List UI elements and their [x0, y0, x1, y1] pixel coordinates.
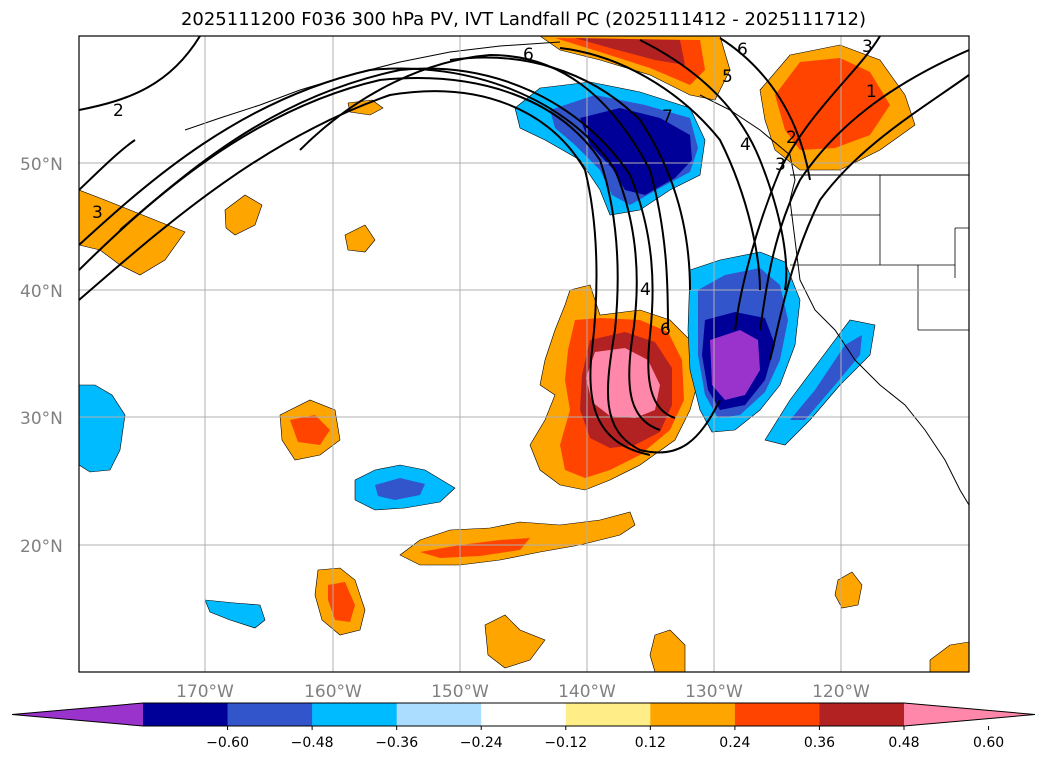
colorbar-segment [734, 703, 820, 726]
lat-label-50n: 50°N [20, 155, 63, 175]
contour-label-4: 4 [640, 280, 651, 300]
pv-positive-gulf-north-peak [575, 38, 685, 65]
ivt-contours [79, 36, 969, 456]
lon-label-120w: 120°W [812, 682, 870, 702]
contour-label-3-west: 3 [92, 203, 103, 223]
contour-label-6-mid: 6 [660, 320, 671, 340]
pv-negative-california-peak [710, 330, 760, 400]
pv-positive-subtropical-peak [586, 348, 660, 418]
pv-positive-south5 [929, 641, 969, 672]
pv-negative-south [204, 599, 266, 629]
colorbar-segment [312, 703, 398, 726]
colorbar-tick-label: −0.60 [206, 735, 249, 751]
lat-label-40n: 40°N [20, 282, 63, 302]
pv-negative-central-core [375, 478, 425, 500]
pv-positive-west-small1 [224, 194, 263, 236]
lon-label-170w: 170°W [176, 682, 234, 702]
colorbar-segment [565, 703, 651, 726]
colorbar-segment [143, 703, 229, 726]
pv-positive-south4 [834, 571, 863, 609]
colorbar-tick-label: −0.48 [291, 735, 334, 751]
state-borders [790, 175, 969, 331]
contour-label-3-coast: 3 [775, 155, 786, 175]
colorbar-tick-label: −0.24 [460, 735, 503, 751]
graticule [79, 36, 969, 672]
lon-label-160w: 160°W [304, 682, 362, 702]
map-title: 2025111200 F036 300 hPa PV, IVT Landfall… [180, 9, 867, 30]
contour-label-5: 5 [722, 67, 733, 87]
colorbar-tick-label: −0.12 [544, 735, 587, 751]
contour-label-2: 2 [113, 101, 124, 121]
colorbar-tick-label: 0.60 [973, 735, 1004, 751]
colorbar-segment [819, 703, 905, 726]
contour-label-4-north: 4 [740, 135, 751, 155]
pv-negative-gulf-core [580, 108, 692, 195]
colorbar-tick-label: 0.12 [635, 735, 666, 751]
pv-negative-baja-core [790, 335, 862, 420]
colorbar-extend-low [12, 703, 143, 726]
contour-label-7: 7 [662, 107, 673, 127]
colorbar-outline [11, 702, 1036, 727]
contour-label-6-north: 6 [523, 45, 534, 65]
colorbar: −0.60 −0.48 −0.36 −0.24 −0.12 0.12 0.24 0.36 0.4… [11, 702, 1036, 751]
pv-negative-west-coast [79, 384, 126, 473]
contour-label-2-bc: 2 [786, 128, 797, 148]
pv-positive-bc-core [775, 58, 890, 150]
pv-positive-south1-core [328, 582, 355, 622]
pv-positive-band-20n-core [420, 538, 530, 558]
contour-label-3-ne: 3 [862, 37, 873, 57]
pv-positive-west-small2 [344, 224, 376, 253]
pv-positive-south2 [484, 614, 546, 669]
lat-label-30n: 30°N [20, 409, 63, 429]
colorbar-tick-label: 0.36 [804, 735, 835, 751]
lon-label-150w: 150°W [431, 682, 489, 702]
pv-positive-central-core [290, 415, 330, 445]
colorbar-segment [481, 703, 567, 726]
colorbar-segment [227, 703, 313, 726]
contour-label-1: 1 [866, 82, 877, 102]
lon-label-130w: 130°W [685, 682, 743, 702]
colorbar-extend-high [904, 703, 1035, 726]
colorbar-tick-label: 0.24 [719, 735, 750, 751]
contour-label-6-ne: 6 [737, 40, 748, 60]
lat-label-20n: 20°N [20, 537, 63, 557]
colorbar-segment [396, 703, 482, 726]
colorbar-tick-label: −0.36 [375, 735, 418, 751]
colorbar-tick-label: 0.48 [888, 735, 919, 751]
pv-positive-south3 [649, 629, 686, 672]
colorbar-segment [650, 703, 736, 726]
north-america-coastline [699, 94, 969, 506]
lon-label-140w: 140°W [558, 682, 616, 702]
map-frame [78, 35, 970, 673]
